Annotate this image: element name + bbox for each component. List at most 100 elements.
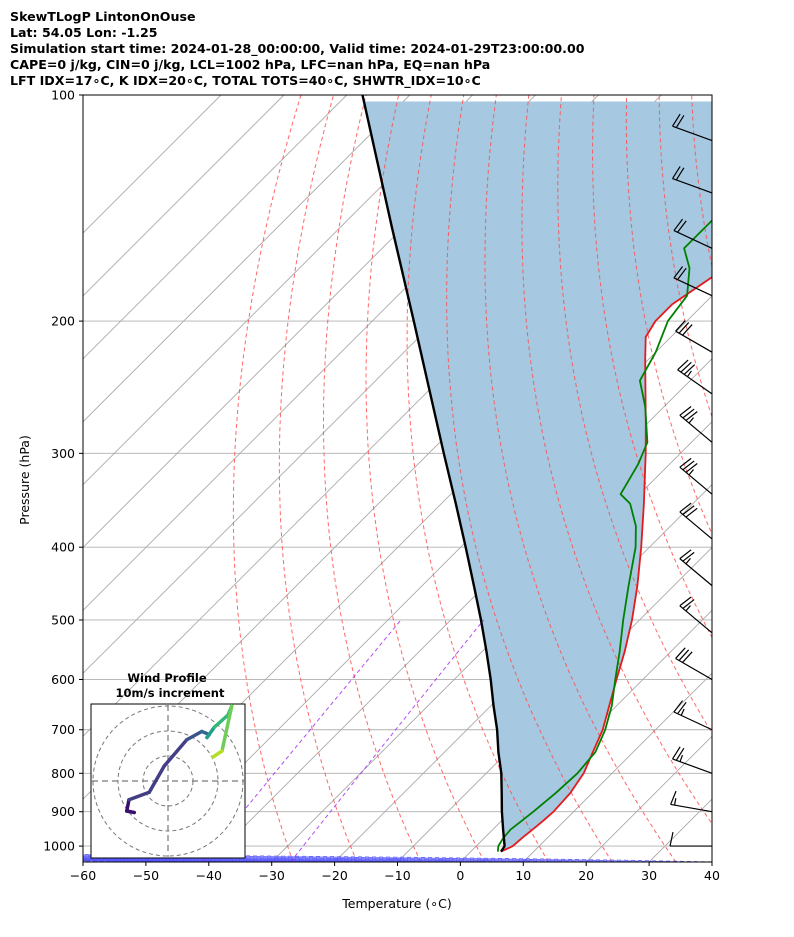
- inset-subtitle: 10m/s increment: [116, 686, 225, 700]
- barb-flag: [675, 115, 685, 128]
- wind-barb: [675, 320, 713, 353]
- barb-shaft: [677, 369, 713, 395]
- barb-flag: [679, 549, 692, 560]
- barb-half-flag: [688, 469, 694, 476]
- isotherm-line: [711, 861, 712, 862]
- chart-title-block: SkewTLogP LintonOnOuse Lat: 54.05 Lon: -…: [10, 9, 584, 89]
- barb-flag: [685, 463, 698, 473]
- barb-shaft: [673, 230, 713, 249]
- title-line: Lat: 54.05 Lon: -1.25: [10, 25, 158, 40]
- wind-barb: [672, 113, 713, 142]
- x-tick-label: −10: [384, 868, 410, 883]
- wind-barb: [679, 457, 713, 495]
- isotherm-line: [83, 95, 411, 423]
- isotherm-line: [83, 95, 473, 486]
- barb-half-flag: [679, 754, 684, 762]
- barb-flag: [673, 700, 684, 713]
- y-tick-label: 200: [51, 314, 75, 329]
- barb-flag: [682, 505, 695, 515]
- dry-adiabat: [446, 95, 613, 862]
- wind-barb: [679, 549, 713, 587]
- barb-shaft: [679, 558, 713, 587]
- x-tick-label: −40: [196, 868, 222, 883]
- wind-barb: [679, 406, 713, 443]
- barb-flag: [669, 831, 674, 847]
- y-tick-label: 1000: [43, 839, 75, 854]
- barb-flag: [675, 647, 686, 659]
- barb-flag: [675, 320, 686, 332]
- barb-half-flag: [685, 605, 691, 612]
- x-tick-label: 40: [704, 868, 720, 883]
- mixing-ratio-line: [290, 619, 484, 862]
- dry-adiabat: [625, 95, 712, 536]
- dry-adiabat: [232, 95, 302, 862]
- wind-barb: [675, 647, 713, 680]
- barb-shaft: [675, 330, 713, 353]
- hodograph-segment: [162, 738, 189, 768]
- hodograph-segment: [212, 713, 230, 729]
- dry-adiabat: [724, 95, 794, 862]
- hodograph-segment: [220, 704, 234, 753]
- barb-flag: [682, 460, 695, 471]
- isotherm-line: [83, 95, 285, 297]
- title-line: Simulation start time: 2024-01-28_00:00:…: [10, 41, 585, 56]
- wind-profile-inset: Wind Profile 10m/s increment: [90, 671, 246, 859]
- x-tick-label: −30: [259, 868, 285, 883]
- isotherm-line: [271, 421, 712, 862]
- barb-flag: [677, 267, 687, 280]
- barb-shaft: [670, 803, 713, 813]
- inset-title: Wind Profile: [127, 671, 207, 685]
- barb-flag: [680, 361, 692, 373]
- barb-flag: [670, 790, 677, 805]
- dry-adiabat: [323, 95, 422, 862]
- x-tick-label: 30: [641, 868, 657, 883]
- barb-half-flag: [673, 798, 677, 806]
- wind-barb: [679, 502, 713, 540]
- wind-barb: [677, 359, 713, 395]
- x-tick-label: 10: [515, 868, 531, 883]
- barb-flag: [682, 324, 693, 336]
- isotherm-line: [83, 95, 222, 234]
- y-tick-label: 400: [51, 540, 75, 555]
- barb-flag: [677, 701, 687, 715]
- barb-flag: [678, 649, 690, 661]
- dry-adiabat: [557, 95, 712, 734]
- title-line: CAPE=0 j/kg, CIN=0 j/kg, LCL=1002 hPa, L…: [10, 57, 491, 72]
- barb-shaft: [679, 511, 713, 540]
- barb-flag: [677, 220, 687, 233]
- barb-half-flag: [688, 417, 694, 424]
- cin-shade-area: [364, 101, 712, 852]
- wind-barb: [679, 596, 713, 634]
- hodograph-segment: [125, 798, 131, 813]
- dewpoint-line: [497, 219, 712, 852]
- x-tick-label: −20: [321, 868, 347, 883]
- barb-flag: [672, 746, 681, 760]
- wind-barb: [673, 266, 713, 297]
- barb-flag: [682, 551, 695, 562]
- hodograph-segment: [147, 764, 166, 794]
- barb-flag: [675, 167, 685, 181]
- moist-adiabat: [83, 855, 650, 862]
- axis-ticks: −60 −50 −40 −30 −20 −10 0 10 20 30 40 100 200 300 400 5…: [43, 88, 720, 884]
- isotherm-line: [522, 672, 712, 862]
- barb-flag: [685, 411, 698, 421]
- barb-shaft: [673, 711, 713, 731]
- parcel-line: [361, 95, 506, 853]
- barb-flag: [673, 218, 684, 231]
- barb-shaft: [673, 277, 713, 297]
- cape-cin-shading: [364, 101, 712, 852]
- barb-flag: [679, 502, 692, 513]
- barb-shaft: [672, 125, 713, 142]
- y-tick-label: 300: [51, 446, 75, 461]
- dry-adiabat: [521, 95, 712, 825]
- barb-half-flag: [685, 558, 691, 565]
- barb-shaft: [679, 605, 713, 634]
- wind-barbs: [669, 113, 713, 847]
- barb-flag: [682, 651, 693, 663]
- barb-half-flag: [680, 708, 685, 716]
- barb-flag: [679, 457, 692, 468]
- barb-flag: [675, 747, 685, 761]
- barb-half-flag: [686, 370, 692, 378]
- temperature-line: [500, 276, 712, 853]
